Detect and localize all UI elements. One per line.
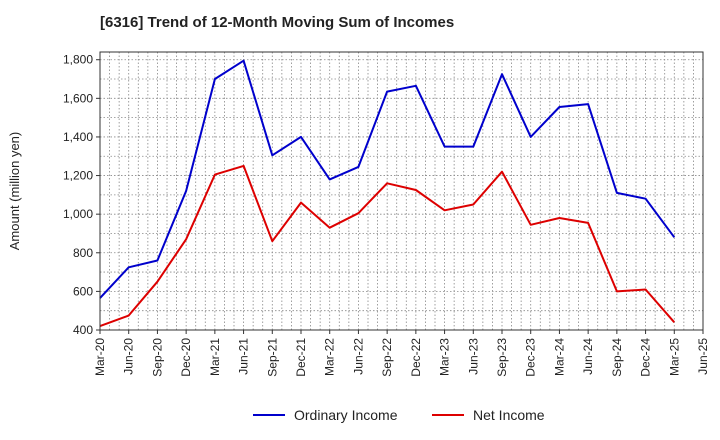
y-tick-labels: 400 600 800 1,000 1,200 1,400 1,600 1,800	[63, 53, 100, 337]
y-tick-label: 1,200	[63, 169, 93, 183]
y-tick-label: 1,800	[63, 53, 93, 67]
y-tick-label: 600	[73, 284, 93, 298]
x-tick-label: Sep-21	[265, 338, 279, 377]
series-line-ordinary-income	[99, 59, 676, 299]
x-tick-label: Jun-21	[237, 338, 251, 375]
x-tick-label: Mar-24	[552, 338, 566, 376]
x-tick-label: Dec-21	[294, 338, 308, 377]
y-tick-label: 1,400	[63, 130, 93, 144]
x-tick-labels: Mar-20 Jun-20 Sep-20 Dec-20 Mar-21 Jun-21 Sep-…	[93, 330, 710, 377]
y-tick-label: 400	[73, 323, 93, 337]
x-tick-label: Mar-20	[93, 338, 107, 376]
legend: Ordinary Income Net Income	[253, 407, 545, 423]
legend-label-ordinary-income: Ordinary Income	[294, 407, 398, 423]
x-tick-label: Dec-20	[179, 338, 193, 377]
x-tick-label: Dec-23	[524, 338, 538, 377]
x-tick-label: Sep-20	[150, 338, 164, 377]
x-tick-label: Mar-23	[438, 338, 452, 376]
x-tick-label: Mar-21	[208, 338, 222, 376]
series-layer	[99, 59, 676, 328]
series-line-net-income	[99, 164, 676, 328]
legend-label-net-income: Net Income	[473, 407, 545, 423]
x-tick-label: Dec-24	[639, 338, 653, 377]
plot-frame	[99, 51, 704, 331]
x-tick-label: Jun-25	[696, 338, 710, 375]
x-tick-label: Sep-23	[495, 338, 509, 377]
y-tick-label: 1,600	[63, 91, 93, 105]
x-tick-label: Mar-25	[667, 338, 681, 376]
x-tick-label: Jun-23	[466, 338, 480, 375]
x-tick-label: Jun-20	[122, 338, 136, 375]
y-tick-label: 1,000	[63, 207, 93, 221]
grid-layer	[100, 52, 703, 330]
x-tick-label: Sep-24	[610, 338, 624, 377]
y-axis-label: Amount (million yen)	[7, 132, 22, 251]
y-tick-label: 800	[73, 246, 93, 260]
x-tick-label: Jun-24	[581, 338, 595, 375]
x-tick-label: Dec-22	[409, 338, 423, 377]
x-tick-label: Sep-22	[380, 338, 394, 377]
x-tick-label: Jun-22	[351, 338, 365, 375]
x-tick-label: Mar-22	[323, 338, 337, 376]
chart-title: [6316] Trend of 12-Month Moving Sum of I…	[100, 14, 455, 31]
